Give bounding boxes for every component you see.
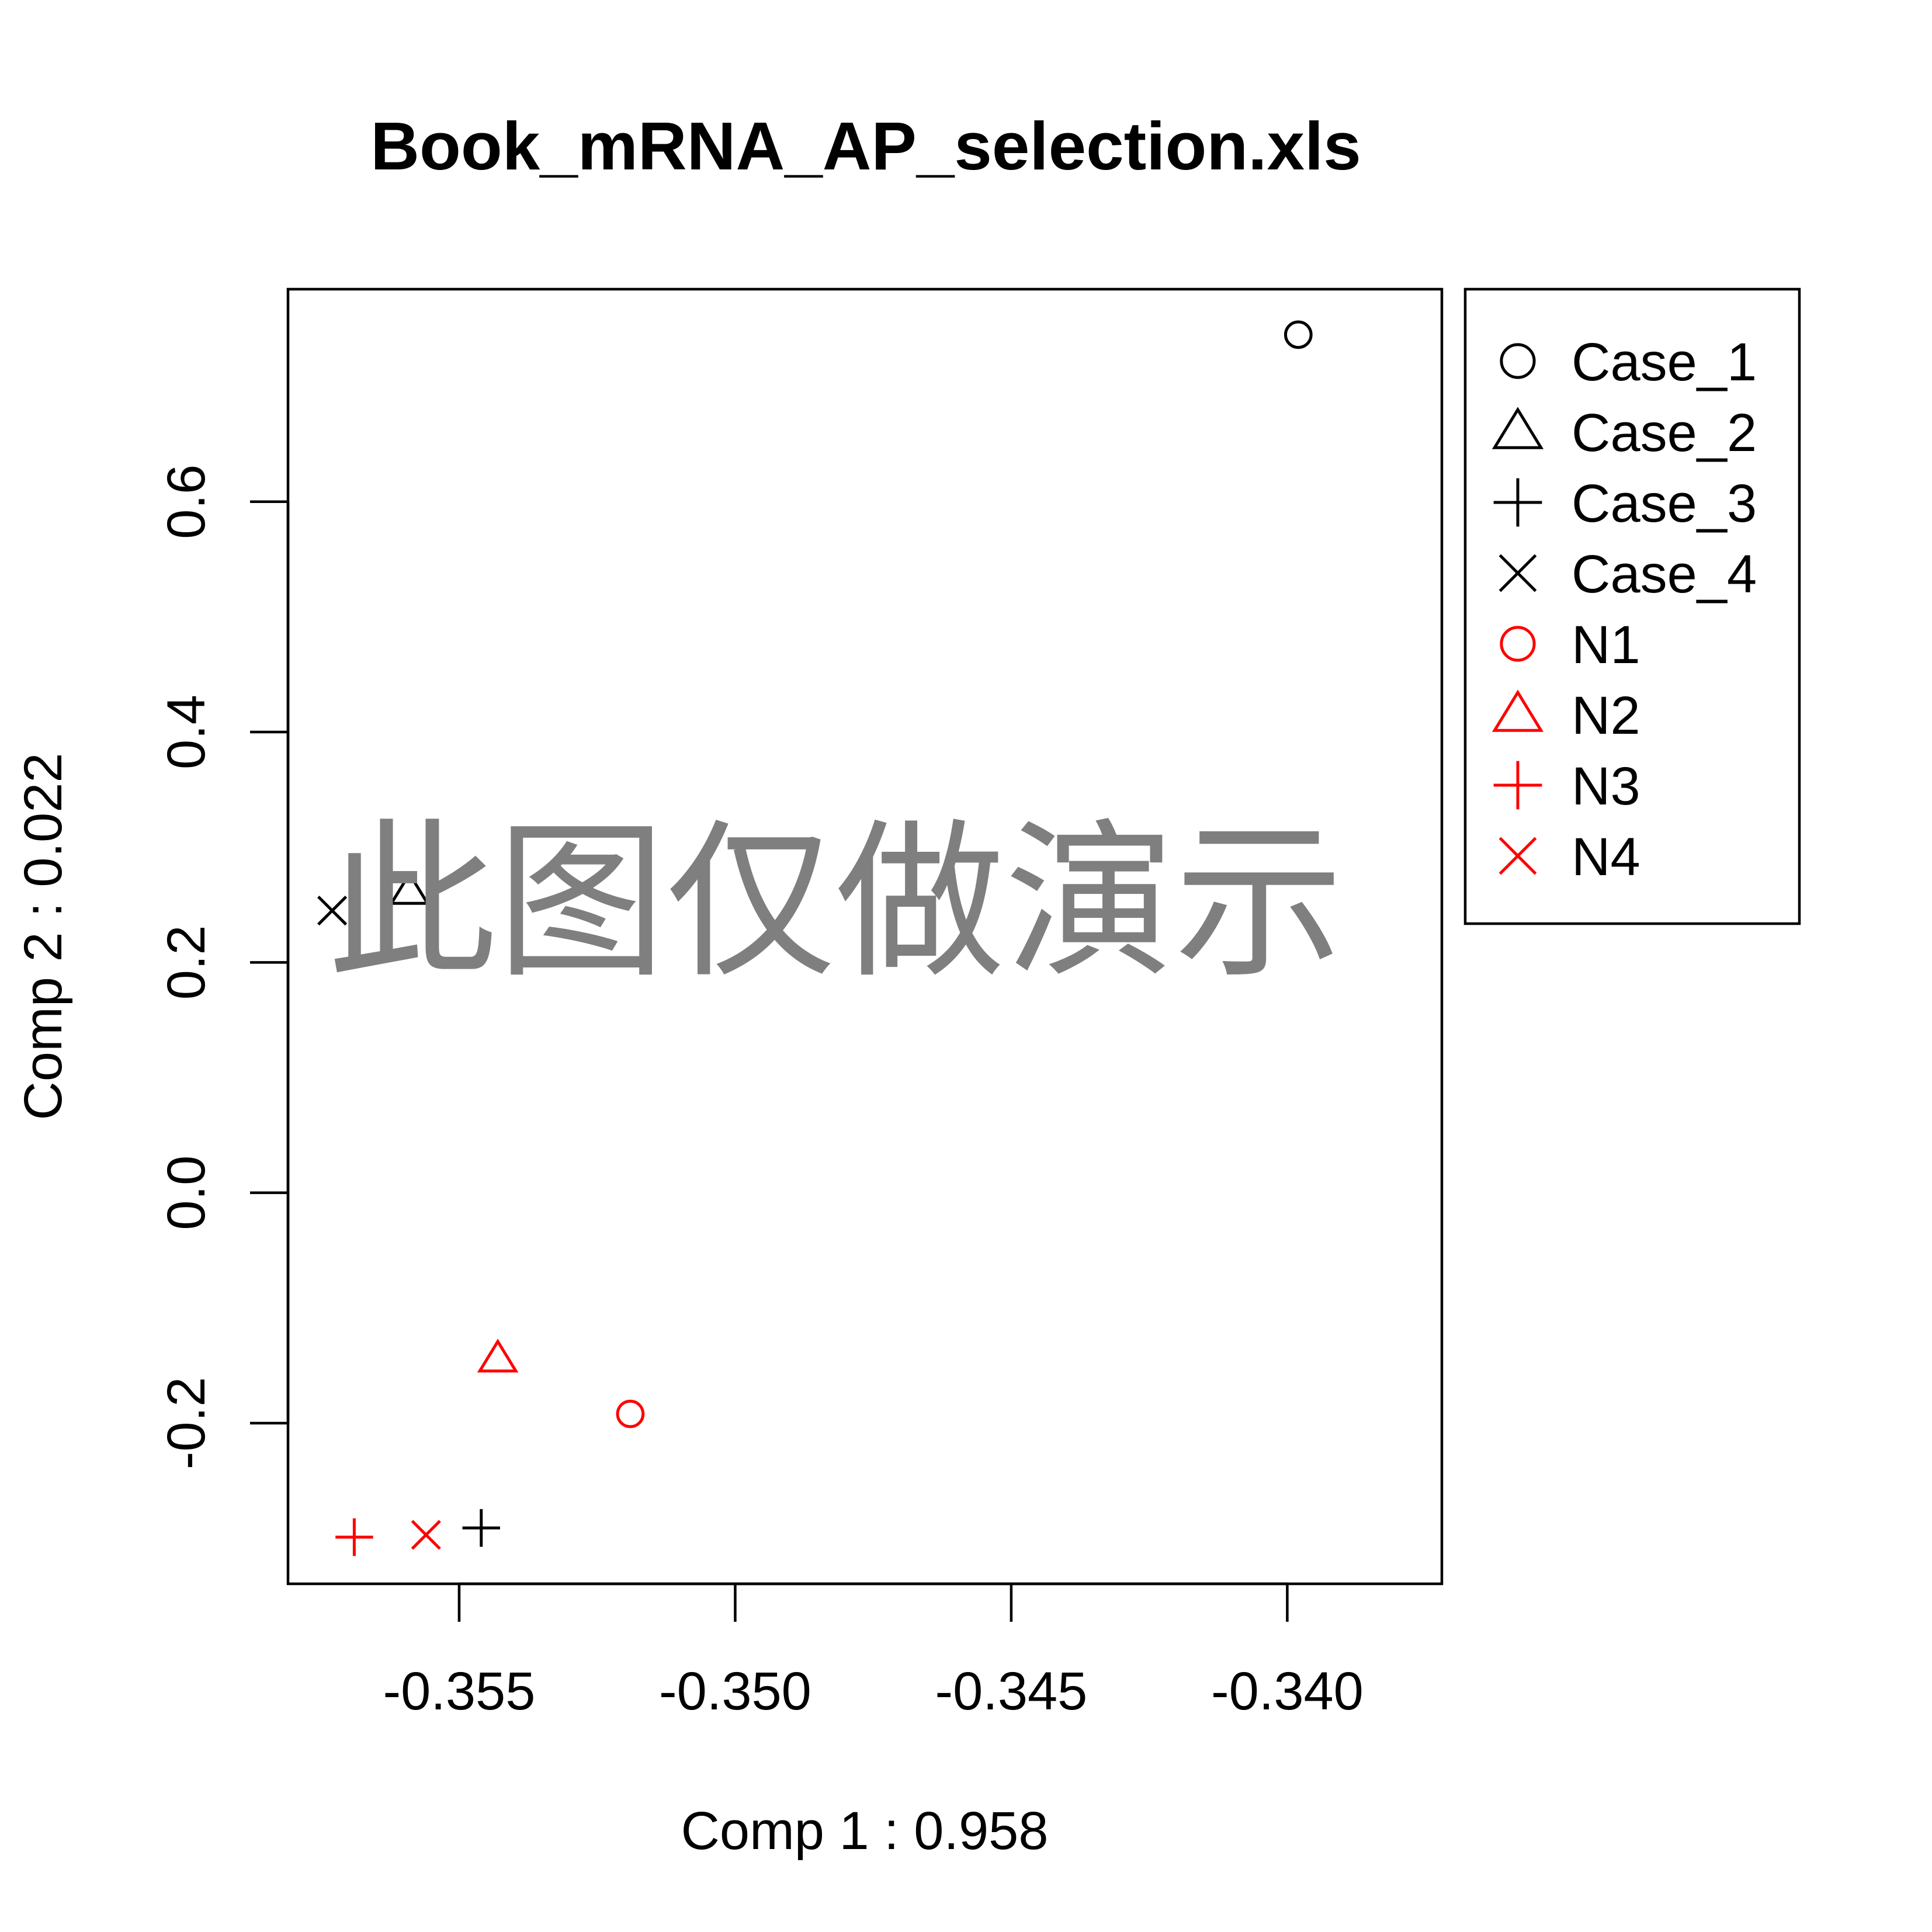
y-tick-label: 0.4 (157, 695, 216, 769)
x-axis: -0.355 -0.350 -0.345 -0.340 (383, 1582, 1364, 1721)
chart-title: Book_mRNA_AP_selection.xls (370, 108, 1361, 184)
legend-symbol (1493, 478, 1542, 527)
x-tick-label: -0.355 (383, 1662, 536, 1721)
legend-symbol (1492, 689, 1544, 732)
legend-label: N1 (1572, 615, 1640, 675)
x-tick-label: -0.345 (935, 1662, 1087, 1721)
y-axis: -0.2 0.0 0.2 0.4 0.6 (157, 464, 290, 1470)
legend-label: Case_1 (1572, 332, 1757, 392)
data-point-case-1 (1284, 320, 1313, 349)
data-point-n3 (335, 1518, 373, 1556)
data-point-case-4 (317, 896, 348, 926)
data-points (317, 320, 1313, 1556)
legend-symbol (1499, 837, 1537, 875)
legend-symbol (1492, 407, 1544, 449)
x-axis-label: Comp 1 : 0.958 (681, 1801, 1048, 1861)
legend-label: Case_3 (1572, 474, 1757, 533)
legend-label: N2 (1572, 686, 1640, 745)
legend-label: Case_4 (1572, 544, 1757, 604)
x-tick-label: -0.350 (659, 1662, 811, 1721)
legend: Case_1 Case_2 Case_3 Case_4 N1 N2 N3 N4 (1463, 287, 1801, 925)
data-point-n4 (411, 1520, 441, 1550)
data-point-n2 (477, 1338, 519, 1373)
y-tick-label: -0.2 (157, 1377, 216, 1470)
x-tick-label: -0.340 (1211, 1662, 1364, 1721)
data-point-case-2 (389, 870, 431, 905)
legend-label: N4 (1572, 827, 1640, 887)
y-tick-label: 0.6 (157, 464, 216, 539)
legend-label: N3 (1572, 757, 1640, 816)
y-tick-label: 0.0 (157, 1156, 216, 1230)
legend-symbol (1500, 343, 1536, 379)
data-point-case-3 (462, 1509, 500, 1547)
legend-symbol (1499, 554, 1537, 592)
y-tick-label: 0.2 (157, 925, 216, 1000)
watermark-text: 此图仅做演示 (327, 804, 1344, 1001)
legend-symbol (1500, 626, 1536, 662)
y-axis-label: Comp 2 : 0.022 (13, 752, 73, 1120)
legend-label: Case_2 (1572, 403, 1757, 463)
legend-symbol (1493, 761, 1542, 810)
data-point-n1 (616, 1399, 645, 1428)
legend-box (1463, 287, 1801, 925)
